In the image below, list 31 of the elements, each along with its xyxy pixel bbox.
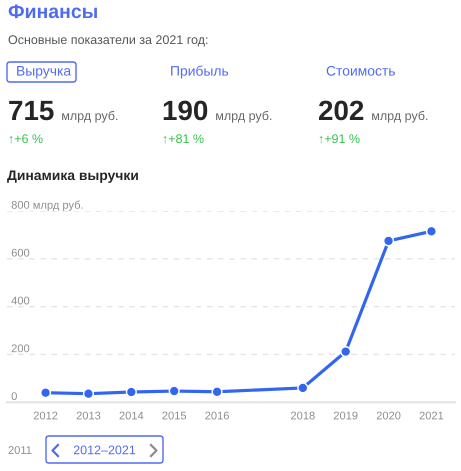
x-tick-label: 2021 — [420, 412, 444, 420]
x-tick-label: 2014 — [120, 412, 144, 420]
text: ↑+6 % — [10, 134, 43, 144]
text: Стоимость — [326, 66, 395, 76]
text: млрд руб. — [62, 110, 118, 123]
text: млрд руб. — [372, 110, 428, 123]
text: 715 — [9, 100, 54, 120]
y-tick-label: 400 — [11, 296, 30, 304]
x-tick-label: 2012 — [34, 412, 58, 420]
text: 190 — [164, 100, 208, 120]
text: ↑+81 % — [164, 134, 204, 144]
y-tick-label: 600 — [12, 248, 30, 257]
x-tick-label: 2020 — [376, 412, 400, 420]
text: 2011 — [8, 446, 32, 454]
text: Прибыль — [171, 65, 228, 79]
x-tick-label: 2015 — [162, 412, 186, 420]
text: 202 — [318, 100, 364, 120]
x-tick-label: 2019 — [334, 412, 358, 420]
text: ↑+91 % — [320, 134, 360, 144]
text: Выручка — [17, 66, 72, 78]
chart-title: Динамика выручки — [7, 170, 138, 183]
y-tick-label: 0 — [12, 392, 17, 400]
text: млрд руб. — [216, 110, 272, 123]
y-tick-label: 200 — [12, 344, 30, 352]
x-tick-label: 2018 — [291, 412, 315, 420]
text: Основные показатели за 2021 год: — [8, 35, 208, 46]
x-tick-label: 2013 — [76, 412, 100, 420]
text: Финансы — [8, 4, 97, 18]
x-tick-label: 2016 — [205, 412, 229, 420]
text: 2012–2021 — [74, 446, 136, 454]
y-tick-label: 800 млрд руб. — [12, 200, 83, 211]
